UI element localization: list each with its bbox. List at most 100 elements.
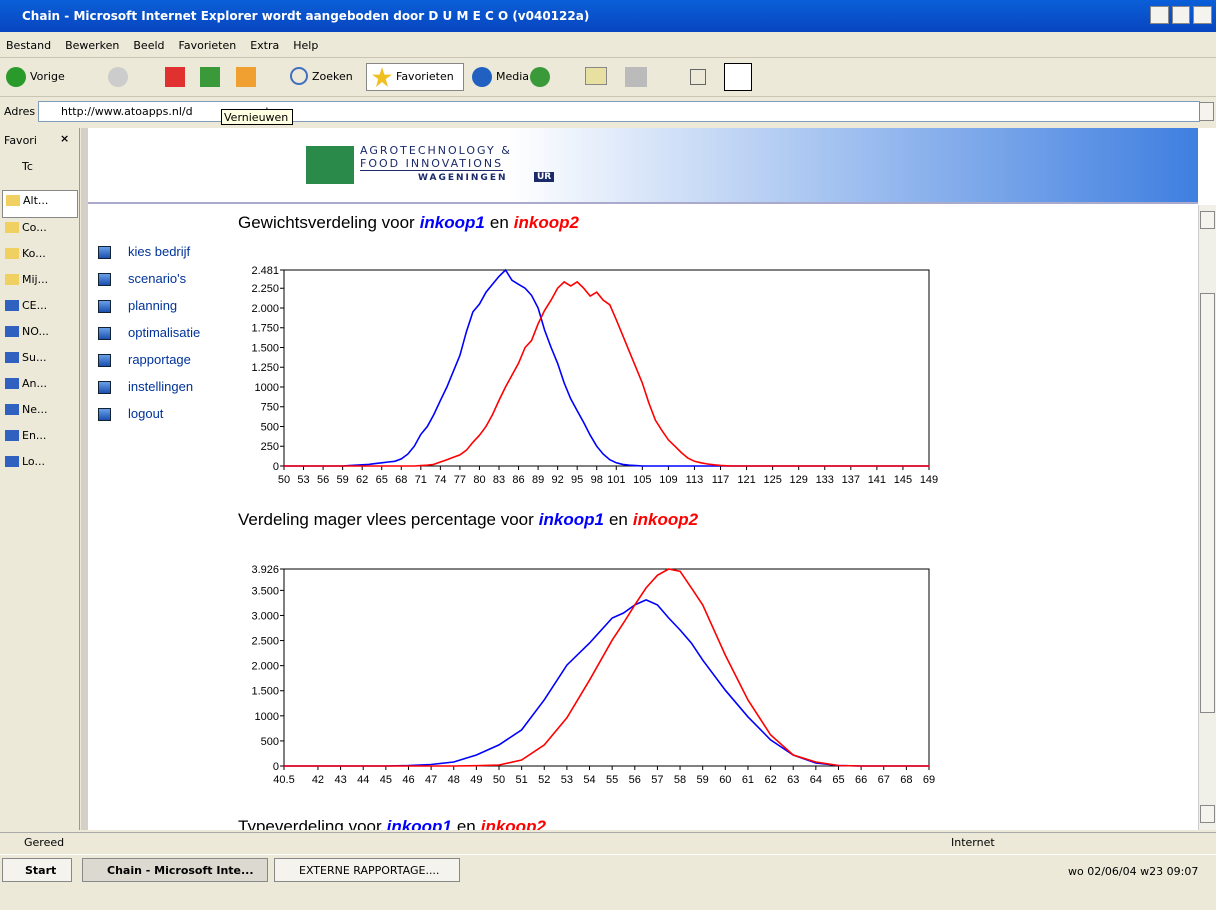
close[interactable] <box>1193 6 1212 24</box>
print-icon[interactable] <box>625 67 647 87</box>
favorite-label: Ko... <box>22 247 46 260</box>
favorite-item[interactable]: Su... <box>2 348 78 374</box>
nav-icon <box>98 273 111 286</box>
nav-label[interactable]: planning <box>128 298 177 313</box>
media-icon[interactable] <box>472 67 492 87</box>
window-controls <box>1150 6 1212 24</box>
favorite-icon <box>5 248 19 259</box>
favorite-icon <box>5 456 19 467</box>
x-tick-label: 59 <box>697 774 709 786</box>
y-tick-label: 2.481 <box>251 265 279 277</box>
menu-item[interactable]: Extra <box>250 39 279 52</box>
scroll-down[interactable] <box>1200 805 1215 823</box>
y-tick-label: 3.500 <box>251 585 279 597</box>
search-label[interactable]: Zoeken <box>312 70 353 83</box>
nav-label[interactable]: scenario's <box>128 271 186 286</box>
favorite-icon <box>6 195 20 206</box>
nav: kies bedrijf scenario's planning optimalisa… <box>98 244 228 433</box>
task-button[interactable]: EXTERNE RAPPORTAGE.... <box>274 858 460 882</box>
x-tick-label: 65 <box>832 774 844 786</box>
x-tick-label: 141 <box>868 474 886 486</box>
media-label[interactable]: Media <box>496 70 529 83</box>
title-text: Gewichtsverdeling voor <box>238 213 415 232</box>
nav-label[interactable]: optimalisatie <box>128 325 200 340</box>
nav-label[interactable]: kies bedrijf <box>128 244 190 259</box>
x-tick-label: 145 <box>894 474 912 486</box>
refresh-icon[interactable] <box>200 67 220 87</box>
x-tick-label: 47 <box>425 774 437 786</box>
pane-tool[interactable]: Tc <box>22 160 33 173</box>
scroll-up[interactable] <box>1200 211 1215 229</box>
menu-item[interactable]: Bewerken <box>65 39 119 52</box>
favorite-item[interactable]: NO... <box>2 322 78 348</box>
favorite-item[interactable]: Lo... <box>2 452 78 478</box>
menu-item[interactable]: Bestand <box>6 39 51 52</box>
status-text: Gereed <box>24 836 64 849</box>
scrollbar[interactable] <box>1198 205 1216 830</box>
favorite-item[interactable]: Ne... <box>2 400 78 426</box>
nav-item[interactable]: optimalisatie <box>98 325 228 352</box>
nav-label[interactable]: rapportage <box>128 352 191 367</box>
y-tick-label: 250 <box>261 441 279 453</box>
x-tick-label: 86 <box>512 474 524 486</box>
nav-icon <box>98 300 111 313</box>
favorite-item[interactable]: Alt... <box>2 190 78 218</box>
x-tick-label: 109 <box>659 474 677 486</box>
address-label: Adres <box>4 105 35 118</box>
tool-icon[interactable] <box>724 63 752 91</box>
forward-icon[interactable] <box>108 67 128 87</box>
dropdown[interactable] <box>1199 102 1214 121</box>
minimize[interactable] <box>1150 6 1169 24</box>
nav-item[interactable]: rapportage <box>98 352 228 379</box>
y-tick-label: 0 <box>273 761 279 773</box>
window-title: Chain - Microsoft Internet Explorer word… <box>22 9 589 23</box>
nav-item[interactable]: planning <box>98 298 228 325</box>
plot-frame <box>284 569 929 766</box>
favorite-icon <box>5 326 19 337</box>
nav-item[interactable]: scenario's <box>98 271 228 298</box>
x-tick-label: 59 <box>337 474 349 486</box>
nav-label[interactable]: instellingen <box>128 379 193 394</box>
favorite-item[interactable]: An... <box>2 374 78 400</box>
pane-close[interactable]: × <box>60 132 69 145</box>
logo-mark <box>306 146 354 184</box>
favorite-item[interactable]: Ko... <box>2 244 78 270</box>
menu-bar: Bestand Bewerken Beeld Favorieten Extra Help <box>0 34 1216 58</box>
favorite-item[interactable]: Co... <box>2 218 78 244</box>
task-button[interactable]: Chain - Microsoft Inte... <box>82 858 268 882</box>
start-button[interactable]: Start <box>2 858 72 882</box>
back-icon[interactable] <box>6 67 26 87</box>
section-title: Gewichtsverdeling voorinkoop1eninkoop2 <box>238 213 580 232</box>
mail-icon[interactable] <box>585 67 607 85</box>
favorite-item[interactable]: En... <box>2 426 78 452</box>
address-field[interactable]: http://www.atoapps.nl/det.asp <box>38 101 1200 122</box>
back-label[interactable]: Vorige <box>30 70 65 83</box>
x-tick-label: 45 <box>380 774 392 786</box>
favorite-item[interactable]: Mij... <box>2 270 78 296</box>
scroll-thumb[interactable] <box>1200 293 1215 713</box>
nav-label[interactable]: logout <box>128 406 163 421</box>
nav-item[interactable]: logout <box>98 406 228 433</box>
menu-item[interactable]: Beeld <box>133 39 164 52</box>
y-tick-label: 1.250 <box>251 362 279 374</box>
x-tick-label: 68 <box>395 474 407 486</box>
stop-icon[interactable] <box>165 67 185 87</box>
history-icon[interactable] <box>530 67 550 87</box>
x-tick-label: 137 <box>842 474 860 486</box>
favorites-label[interactable]: Favorieten <box>396 70 454 83</box>
favorite-label: Alt... <box>23 194 48 207</box>
menu-item[interactable]: Help <box>293 39 318 52</box>
maximize[interactable] <box>1172 6 1191 24</box>
search-icon[interactable] <box>290 67 308 85</box>
title-bar: Chain - Microsoft Internet Explorer word… <box>0 0 1216 32</box>
favorite-item[interactable]: CE... <box>2 296 78 322</box>
home-icon[interactable] <box>236 67 256 87</box>
menu-item[interactable]: Favorieten <box>179 39 237 52</box>
banner: AGROTECHNOLOGY & FOOD INNOVATIONS WAGENI… <box>88 128 1198 204</box>
nav-item[interactable]: kies bedrijf <box>98 244 228 271</box>
x-tick-label: 48 <box>448 774 460 786</box>
tool-icon[interactable] <box>690 69 706 85</box>
favorite-icon <box>5 430 19 441</box>
nav-item[interactable]: instellingen <box>98 379 228 406</box>
